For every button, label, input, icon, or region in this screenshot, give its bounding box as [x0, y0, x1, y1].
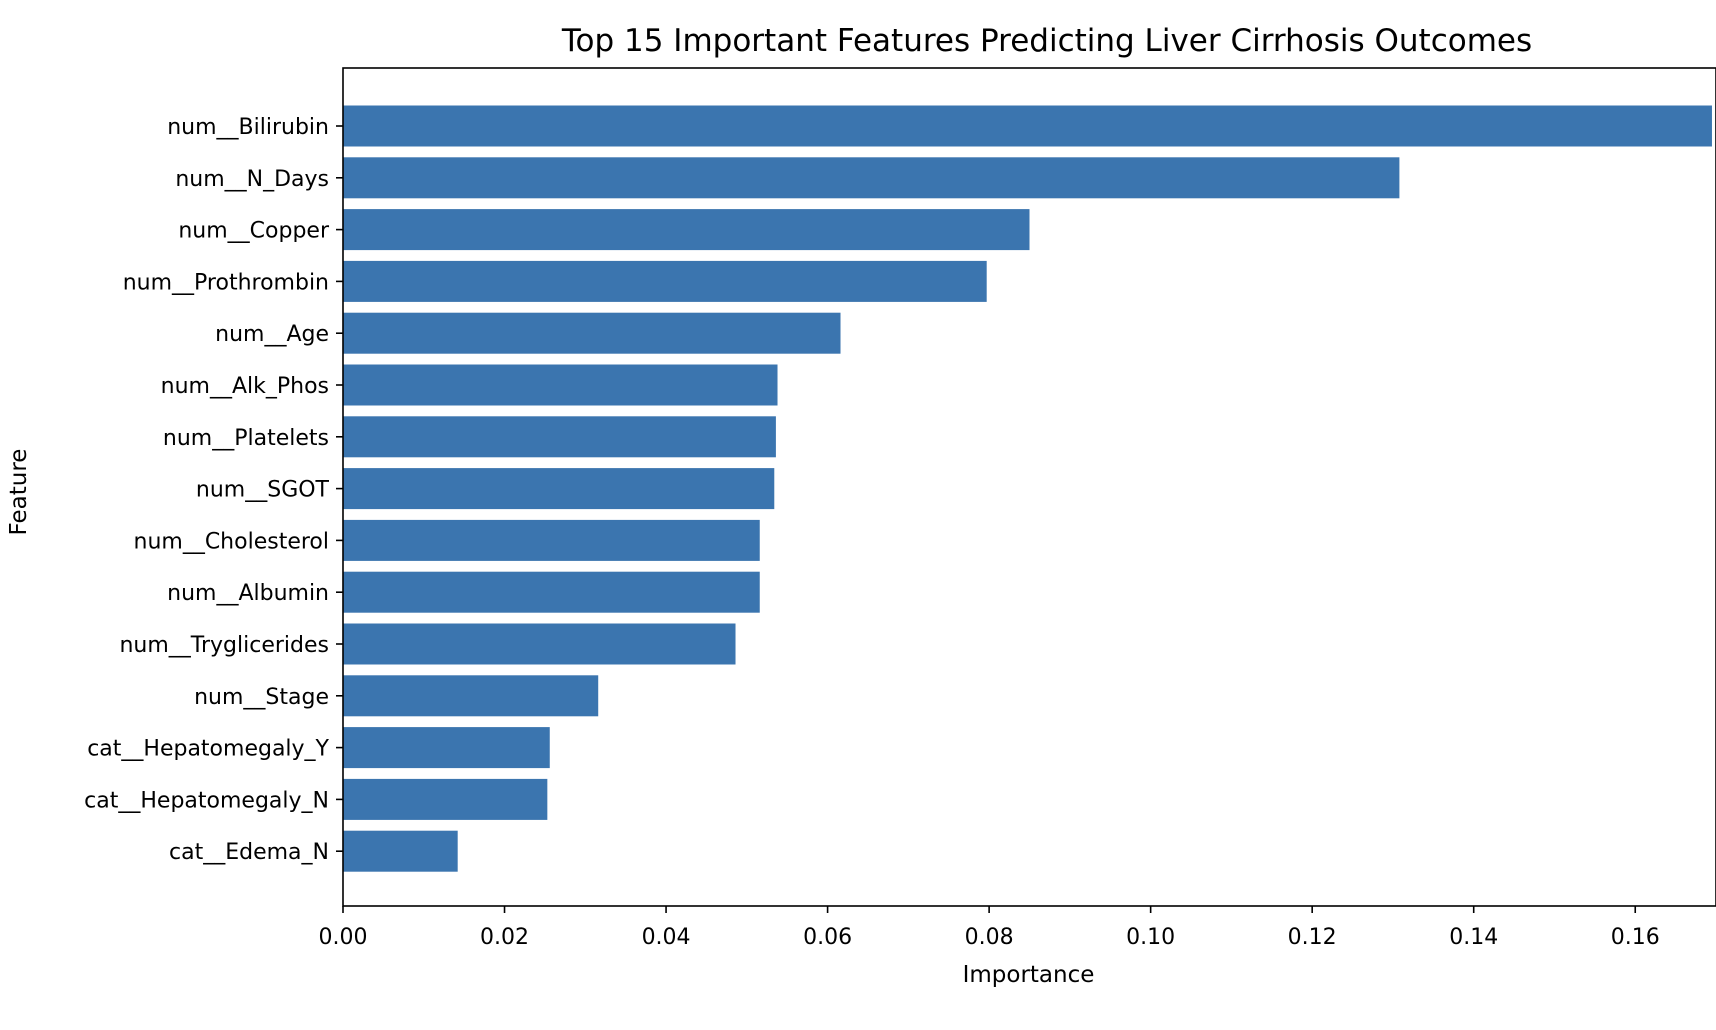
y-axis-label: Feature	[6, 449, 32, 536]
y-tick-label: cat__Edema_N	[169, 840, 329, 865]
y-tick-label: num__Cholesterol	[134, 529, 330, 554]
bar-cat__Hepatomegaly_Y	[343, 727, 550, 769]
y-tick-label: num__Prothrombin	[123, 270, 329, 295]
y-tick-label: num__Platelets	[163, 426, 329, 451]
bars-group	[343, 105, 1712, 872]
bar-cat__Edema_N	[343, 830, 458, 872]
x-axis-ticks: 0.00 0.02 0.04 0.06 0.08 0.10 0.12 0.14 0.16	[319, 906, 1660, 950]
x-tick-label: 0.14	[1449, 925, 1498, 950]
y-tick-label: num__Age	[215, 322, 329, 347]
y-tick-label: num__Stage	[194, 685, 329, 710]
y-axis-ticks: num__Bilirubin num__N_Days num__Copper num_…	[84, 115, 343, 865]
y-tick-label: num__Tryglicerides	[119, 633, 329, 658]
x-tick-label: 0.08	[965, 925, 1014, 950]
y-tick-label: cat__Hepatomegaly_N	[84, 788, 329, 813]
bar-num__Age	[343, 312, 841, 354]
plot-frame	[342, 67, 1716, 907]
bar-num__Cholesterol	[343, 519, 760, 561]
y-tick-label: num__Copper	[178, 219, 330, 244]
bar-cat__Hepatomegaly_N	[343, 778, 548, 820]
x-tick-label: 0.12	[1288, 925, 1337, 950]
bar-num__Prothrombin	[343, 260, 987, 302]
bar-num__Albumin	[343, 571, 760, 613]
bar-num__Stage	[343, 675, 599, 717]
y-tick-label: num__Bilirubin	[167, 115, 329, 140]
y-tick-label: cat__Hepatomegaly_Y	[87, 737, 329, 762]
x-tick-label: 0.02	[480, 925, 529, 950]
x-tick-label: 0.16	[1611, 925, 1660, 950]
bar-num__Tryglicerides	[343, 623, 736, 665]
bar-num__Bilirubin	[343, 105, 1712, 147]
x-tick-label: 0.00	[319, 925, 368, 950]
bar-num__Copper	[343, 209, 1030, 251]
bar-num__Platelets	[343, 416, 776, 458]
bar-num__Alk_Phos	[343, 364, 778, 406]
y-tick-label: num__SGOT	[196, 478, 330, 503]
bar-num__N_Days	[343, 157, 1400, 199]
chart-title: Top 15 Important Features Predicting Liv…	[561, 23, 1532, 59]
x-tick-label: 0.04	[642, 925, 691, 950]
y-tick-label: num__Alk_Phos	[161, 374, 329, 399]
y-tick-label: num__N_Days	[175, 167, 329, 192]
x-tick-label: 0.06	[803, 925, 852, 950]
y-tick-label: num__Albumin	[167, 581, 329, 606]
bar-num__SGOT	[343, 468, 775, 510]
x-tick-label: 0.10	[1126, 925, 1175, 950]
x-axis-label: Importance	[963, 962, 1095, 988]
